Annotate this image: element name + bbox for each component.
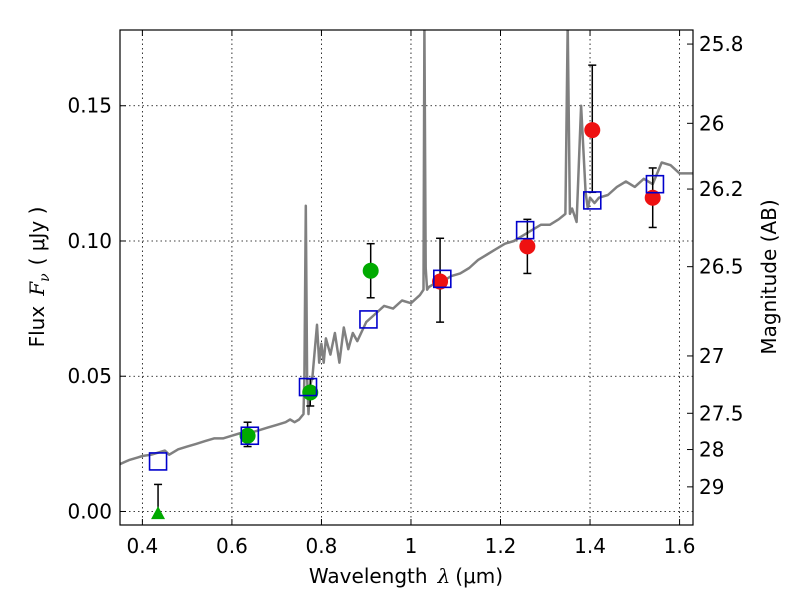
x-tick-label: 1.4 (574, 534, 606, 558)
data-point-circle (519, 238, 536, 255)
x-tick-label: 0.4 (126, 534, 158, 558)
model-flux-box (433, 269, 452, 289)
plot-frame (119, 29, 694, 526)
data-point-circle (239, 427, 256, 444)
model-flux-box (515, 220, 535, 240)
model-flux-box (298, 377, 318, 397)
y2-tick-label: 26.2 (699, 177, 744, 201)
model-flux-box (359, 310, 378, 329)
data-point-circle (302, 384, 319, 401)
y-axis-label: FluxFν( μJy ) (25, 207, 53, 348)
y-tick-label: 0.15 (67, 94, 112, 118)
data-point-circle (432, 273, 449, 290)
model-spectrum-line (120, 30, 693, 466)
x-tick-label: 0.8 (306, 534, 338, 558)
y2-tick-label: 26 (699, 111, 724, 135)
y2-axis-label: Magnitude (AB) (757, 199, 781, 354)
data-point-circle (362, 262, 379, 279)
y2-tick-label: 27.5 (699, 401, 744, 425)
x-tick-label: 1.6 (664, 534, 696, 558)
model-flux-box (148, 452, 168, 471)
model-flux-box (240, 426, 260, 446)
model-flux-box (645, 174, 665, 194)
data-point-circle (644, 189, 661, 206)
y2-tick-label: 25.8 (699, 32, 744, 56)
x-tick-label: 1 (405, 534, 418, 558)
grid-lines (120, 30, 693, 525)
y2-tick-label: 27 (699, 344, 724, 368)
y2-tick-label: 29 (699, 475, 724, 499)
y2-tick-label: 26.5 (699, 255, 744, 279)
model-flux-box (582, 191, 602, 210)
data-point-triangle (151, 506, 166, 520)
y-tick-label: 0.00 (67, 499, 112, 523)
y-tick-label: 0.10 (67, 229, 112, 253)
y2-tick-label: 28 (699, 438, 724, 462)
data-point-circle (584, 122, 601, 139)
y-tick-label: 0.05 (67, 364, 112, 388)
axis-ticks: 0.4 0.6 0.8 1 1.2 1.4 1.6 0.00 0.05 0.10 0.15 25.8 2… (67, 30, 744, 558)
x-tick-label: 1.2 (485, 534, 517, 558)
model-spectrum (120, 30, 693, 466)
photometry-points (148, 64, 665, 520)
x-axis-label: Wavelength λ (μm) (309, 564, 503, 588)
x-tick-label: 0.6 (216, 534, 248, 558)
